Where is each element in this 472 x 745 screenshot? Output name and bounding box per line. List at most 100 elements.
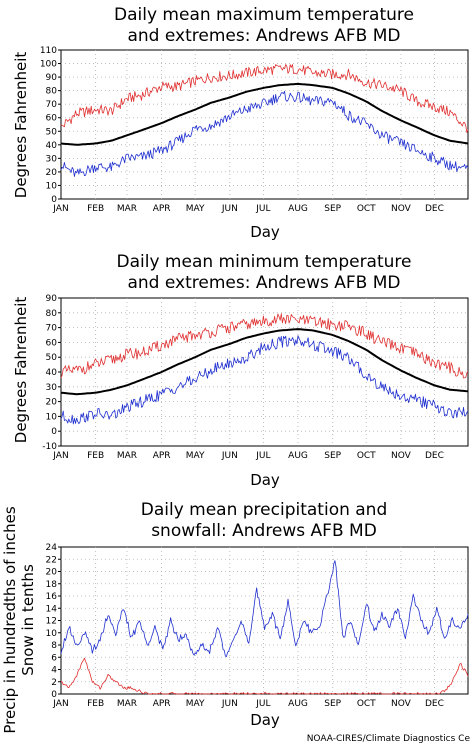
max-temp-ytick-label: 70	[46, 100, 58, 110]
min-temp-xtick-label: JUN	[221, 451, 238, 461]
min-temp-xlabel: Day	[250, 471, 280, 489]
precip-ylabel-line2: Snow in tenths	[19, 564, 37, 676]
precip-xtick-label: JUN	[221, 699, 238, 709]
min-temp-title-line1: Daily mean minimum temperature	[117, 252, 412, 272]
precip-ytick-label: 8	[51, 641, 57, 651]
min-temp-xtick-label: MAY	[186, 451, 205, 461]
precip-ytick-label: 20	[46, 568, 58, 578]
max-temp-ytick-label: 110	[40, 46, 57, 56]
max-temp-panel: Daily mean maximum temperature and extre…	[12, 5, 469, 241]
min-temp-xtick-label: FEB	[87, 451, 104, 461]
max-temp-ytick-label: 60	[46, 114, 58, 124]
precip-title-line2: snowfall: Andrews AFB MD	[151, 521, 377, 541]
precip-series-snow	[60, 657, 469, 695]
min-temp-series-lower	[60, 335, 469, 425]
max-temp-xtick-label: JUL	[255, 204, 270, 214]
precip-ytick-label: 14	[46, 604, 58, 614]
min-temp-ytick-label: 10	[46, 412, 58, 422]
max-temp-plot-frame	[60, 49, 469, 200]
precip-xlabel: Day	[250, 711, 280, 729]
max-temp-xtick-label: APR	[153, 204, 171, 214]
max-temp-xtick-label: AUG	[288, 204, 308, 214]
precip-ytick-label: 24	[46, 543, 58, 553]
max-temp-ylabel: Degrees Fahrenheit	[12, 52, 30, 199]
precip-xtick-label: SEP	[324, 699, 341, 709]
precip-ytick-label: 2	[51, 678, 57, 688]
precip-title-line1: Daily mean precipitation and	[141, 500, 388, 520]
min-temp-ytick-label: 20	[46, 398, 58, 408]
min-temp-ytick-label: 80	[46, 309, 58, 319]
precip-xtick-label: MAY	[186, 699, 205, 709]
max-temp-xtick-label: FEB	[87, 204, 104, 214]
max-temp-xtick-label: SEP	[324, 204, 341, 214]
min-temp-plot-frame	[60, 297, 469, 447]
precip-ytick-label: 12	[46, 617, 57, 627]
max-temp-ytick-label: 80	[46, 87, 58, 97]
precip-ytick-label: 22	[46, 555, 57, 565]
max-temp-ytick-label: 50	[46, 127, 58, 137]
min-temp-ylabel: Degrees Fahrenheit	[12, 297, 30, 444]
precip-plot-frame	[60, 546, 469, 695]
max-temp-series-lower	[60, 90, 469, 177]
min-temp-ytick-label: 60	[46, 338, 58, 348]
max-temp-ytick-label: 10	[46, 181, 58, 191]
max-temp-ytick-label: 0	[51, 195, 57, 205]
max-temp-xtick-label: DEC	[425, 204, 444, 214]
max-temp-xtick-label: JUN	[221, 204, 238, 214]
precip-xtick-label: AUG	[288, 699, 308, 709]
precip-ytick-label: 10	[46, 629, 58, 639]
min-temp-xtick-label: JUL	[255, 451, 270, 461]
min-temp-series-mean	[60, 328, 469, 396]
precip-ylabel-line1: Precip in hundredths of inches	[1, 506, 19, 733]
min-temp-ytick-label: 90	[46, 294, 58, 304]
min-temp-ytick-label: 40	[46, 368, 58, 378]
min-temp-xtick-label: NOV	[391, 451, 412, 461]
precip-ytick-label: 4	[51, 666, 57, 676]
min-temp-ytick-label: 30	[46, 383, 58, 393]
max-temp-ytick-label: 20	[46, 168, 58, 178]
precip-xtick-label: MAR	[117, 699, 137, 709]
max-temp-title-line1: Daily mean maximum temperature	[114, 5, 414, 25]
precip-xtick-label: DEC	[425, 699, 444, 709]
max-temp-ytick-label: 90	[46, 73, 58, 83]
precip-xtick-label: JUL	[255, 699, 270, 709]
precip-ytick-label: 18	[46, 580, 58, 590]
max-temp-title-line2: and extremes: Andrews AFB MD	[127, 26, 400, 46]
max-temp-xtick-label: NOV	[391, 204, 412, 214]
precip-ytick-label: 6	[51, 653, 57, 663]
credit-text: NOAA-CIRES/Climate Diagnostics Ce	[307, 734, 471, 744]
max-temp-series-upper	[60, 64, 469, 133]
min-temp-title-line2: and extremes: Andrews AFB MD	[127, 273, 400, 293]
min-temp-xtick-label: DEC	[425, 451, 444, 461]
min-temp-xtick-label: SEP	[324, 451, 341, 461]
min-temp-series-upper	[60, 313, 469, 379]
max-temp-xtick-label: JAN	[52, 204, 68, 214]
precip-panel: Daily mean precipitation and snowfall: A…	[1, 500, 469, 734]
precip-ytick-label: 16	[46, 592, 58, 602]
min-temp-xtick-label: OCT	[357, 451, 376, 461]
max-temp-series-mean	[60, 82, 469, 146]
min-temp-ytick-label: 0	[51, 427, 57, 437]
precip-xtick-label: APR	[153, 699, 171, 709]
max-temp-xtick-label: MAR	[117, 204, 137, 214]
min-temp-ytick-label: -10	[42, 442, 57, 452]
min-temp-xtick-label: AUG	[288, 451, 308, 461]
max-temp-ytick-label: 100	[40, 60, 57, 70]
precip-xtick-label: NOV	[391, 699, 412, 709]
min-temp-panel: Daily mean minimum temperature and extre…	[12, 252, 469, 489]
precip-series-precip	[60, 560, 469, 657]
min-temp-xtick-label: MAR	[117, 451, 137, 461]
min-temp-ytick-label: 70	[46, 324, 58, 334]
max-temp-ytick-label: 30	[46, 154, 58, 164]
min-temp-xtick-label: APR	[153, 451, 171, 461]
max-temp-xlabel: Day	[250, 223, 280, 241]
min-temp-ytick-label: 50	[46, 353, 58, 363]
max-temp-xtick-label: MAY	[186, 204, 205, 214]
precip-xtick-label: FEB	[87, 699, 104, 709]
precip-xtick-label: OCT	[357, 699, 376, 709]
min-temp-xtick-label: JAN	[52, 451, 68, 461]
max-temp-xtick-label: OCT	[357, 204, 376, 214]
max-temp-ytick-label: 40	[46, 141, 58, 151]
precip-xtick-label: JAN	[52, 699, 68, 709]
